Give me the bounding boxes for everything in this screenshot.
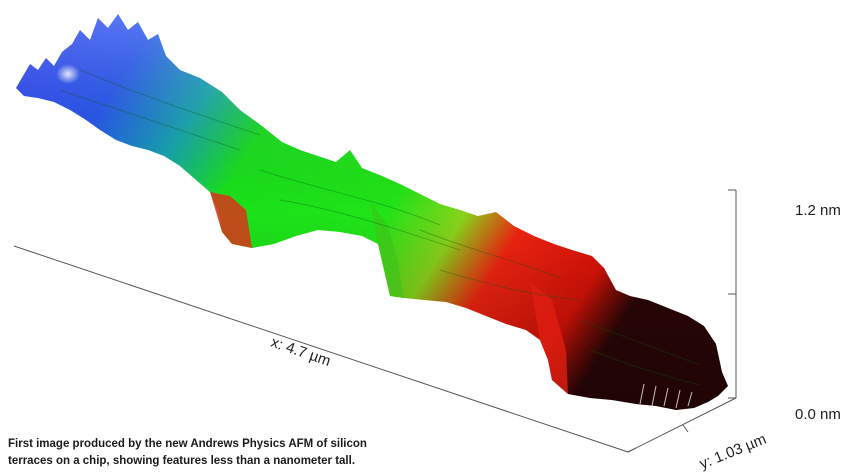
surface-shading: [16, 14, 728, 410]
terrace-step-2: [370, 200, 404, 298]
z-axis: 1.2 nm 0.0 nm: [728, 189, 841, 423]
figure-caption: First image produced by the new Andrews …: [8, 436, 428, 470]
terrace-step-1: [210, 192, 252, 248]
highlight-spot: [56, 64, 80, 84]
x-axis-label: x: 4.7 µm: [269, 334, 333, 370]
z-tick-min: 0.0 nm: [795, 406, 841, 423]
caption-line-1: First image produced by the new Andrews …: [8, 438, 367, 450]
caption-line-2: terraces on a chip, showing features les…: [8, 455, 356, 467]
height-surface: [16, 14, 728, 410]
z-tick-max: 1.2 nm: [795, 202, 841, 219]
y-axis-label: y: 1.03 µm: [697, 431, 769, 472]
terrace-step-3: [530, 282, 568, 394]
y-axis: y: 1.03 µm: [627, 397, 769, 472]
